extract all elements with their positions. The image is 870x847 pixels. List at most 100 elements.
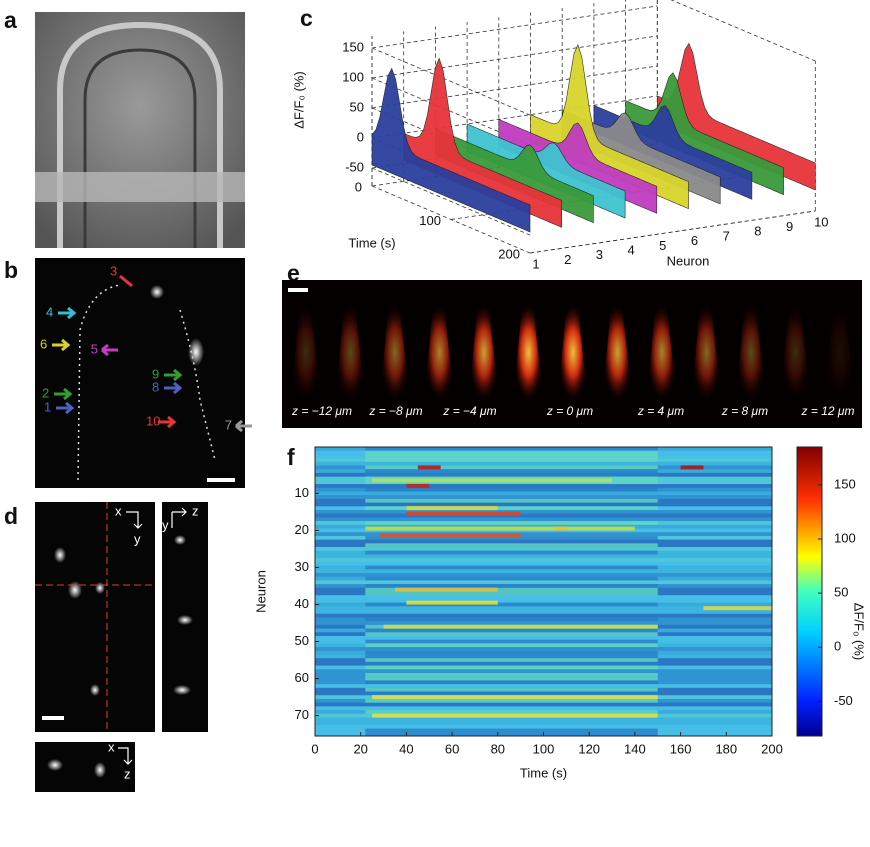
cells	[47, 535, 193, 778]
cell	[188, 338, 204, 366]
heatmap-feature	[406, 511, 521, 516]
neuron-label: 5	[91, 341, 98, 356]
z-slices: z = −12 μm z = −8 μm z = −4 μm z = 0 μm z = …	[291, 305, 855, 418]
heatmap-row	[365, 465, 658, 470]
arrow	[58, 306, 77, 320]
heatmap-row	[315, 669, 772, 674]
heatmap-row	[365, 565, 658, 570]
neuron-label: 6	[40, 336, 47, 351]
neuron-tick-label: 4	[627, 242, 634, 257]
heatmap-feature	[383, 624, 658, 629]
heatmap-row	[365, 506, 658, 511]
heatmap-row	[365, 535, 658, 540]
slice	[825, 305, 855, 400]
heatmap-feature	[680, 465, 704, 470]
neuron-label: 2	[42, 385, 49, 400]
heatmap-row	[315, 613, 772, 618]
x-tick-label: 200	[761, 741, 783, 756]
depth-label: z = 4 μm	[637, 404, 684, 418]
heatmap-row	[315, 621, 772, 626]
neuron-tick-label: 3	[596, 247, 603, 262]
heatmap-row	[315, 532, 772, 537]
slice	[647, 305, 677, 400]
heatmap-row	[315, 539, 772, 544]
slice	[780, 305, 811, 400]
axis-title: Neuron	[253, 570, 268, 613]
x-tick-label: 140	[624, 741, 646, 756]
y-tick-label: 50	[295, 633, 309, 648]
heatmap-row	[365, 458, 658, 463]
axis-label: y	[162, 517, 169, 532]
heatmap-row	[315, 610, 772, 615]
x-tick-label: 80	[491, 741, 505, 756]
axis-label: x	[115, 503, 122, 518]
x-tick-label: 100	[419, 213, 441, 228]
heatmap-row	[315, 635, 772, 640]
neuron-label: 1	[44, 399, 51, 414]
heatmap-row	[315, 706, 772, 711]
heatmap-row	[365, 469, 658, 474]
heatmap-row	[365, 617, 658, 622]
colorbar	[796, 446, 823, 737]
heatmap-row	[365, 732, 658, 737]
y-tick-label: 70	[295, 707, 309, 722]
heatmap-row	[365, 521, 658, 526]
heatmap-row	[365, 480, 658, 485]
depth-label: z = −8 μm	[368, 404, 422, 418]
heatmap-row	[315, 547, 772, 552]
heatmap-row	[315, 513, 772, 518]
arrow	[158, 415, 177, 429]
heatmap-row	[365, 676, 658, 681]
heatmap-row	[365, 650, 658, 655]
heatmap-feature	[406, 483, 430, 488]
slice	[469, 305, 499, 400]
scale-bar	[42, 716, 64, 720]
arrow	[56, 401, 75, 415]
heatmap-feature	[365, 526, 635, 531]
heatmap-row	[365, 698, 658, 703]
axis-title: ΔF/F₀ (%)	[291, 71, 306, 128]
axis-label: y	[134, 531, 141, 546]
panel-label: d	[4, 503, 18, 529]
slice	[291, 305, 321, 400]
heatmap-row	[315, 509, 772, 514]
heatmap-row	[365, 658, 658, 663]
slice	[736, 305, 766, 400]
x-tick-label: 100	[533, 741, 555, 756]
y-tick-label: 150	[342, 39, 364, 54]
axis-label: x	[108, 739, 115, 754]
depth-label: z = 12 μm	[801, 404, 855, 418]
scale-bar	[288, 288, 308, 292]
heatmap-row	[365, 654, 658, 659]
neuron-tick-label: 1	[532, 256, 539, 271]
heatmap-row	[315, 717, 772, 722]
colorbar-tick-label: 150	[834, 476, 856, 491]
heatmap-row	[315, 595, 772, 600]
heatmap-feature	[372, 713, 658, 718]
colorbar-tick-label: 0	[834, 639, 841, 654]
heatmap-row	[365, 550, 658, 555]
neuron-label: 8	[152, 379, 159, 394]
heatmap-feature	[417, 465, 441, 470]
x-tick-label: 200	[498, 246, 520, 261]
heatmap-row	[365, 602, 658, 607]
panel-label: b	[4, 257, 18, 283]
heatmap-row	[315, 647, 772, 652]
slice	[335, 305, 366, 400]
grid-line	[371, 47, 531, 116]
neuron-tick-label: 2	[564, 252, 571, 267]
neuron-label: 3	[110, 263, 117, 278]
fluorescence-image	[35, 258, 245, 488]
heatmap-row	[365, 680, 658, 685]
slice	[691, 305, 722, 400]
x-tick-label: 20	[353, 741, 367, 756]
heatmap-feature	[554, 526, 567, 531]
heatmap-row	[365, 584, 658, 589]
heatmap-row	[315, 484, 772, 489]
heatmap-row	[365, 687, 658, 692]
channel	[35, 172, 245, 202]
neuron-label: 9	[152, 366, 159, 381]
grid-line	[371, 35, 658, 79]
arrow	[164, 368, 183, 382]
